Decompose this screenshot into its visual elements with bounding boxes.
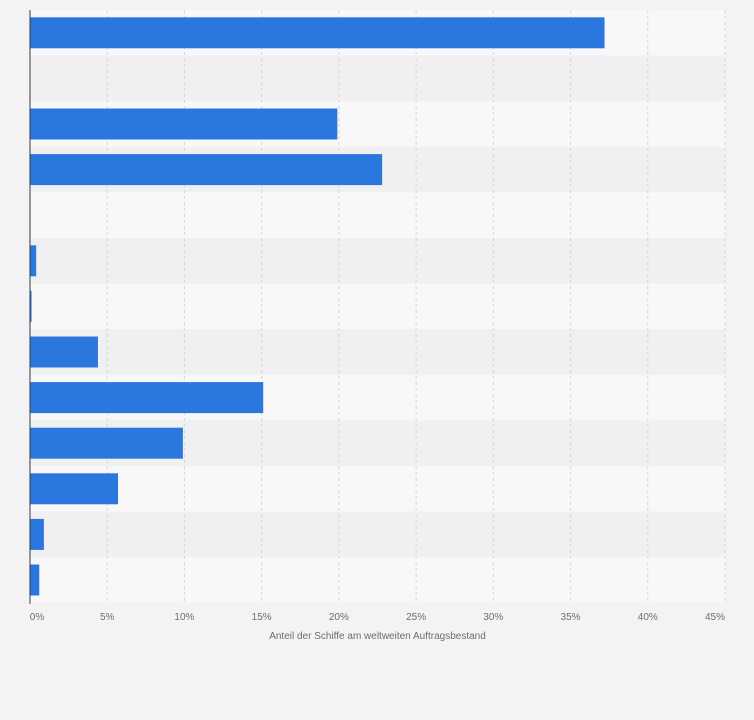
bar [30, 245, 37, 277]
bar [30, 518, 44, 550]
x-tick-label: 30% [483, 612, 503, 623]
row-band [30, 466, 725, 512]
bar [30, 108, 338, 140]
bar [30, 17, 605, 49]
row-band [30, 511, 725, 558]
row-band [30, 55, 725, 102]
x-axis-title: Anteil der Schiffe am weltweiten Auftrag… [269, 631, 486, 642]
bar [30, 290, 32, 322]
bar [30, 154, 383, 186]
row-band [30, 329, 725, 375]
x-tick-label: 35% [561, 612, 581, 623]
x-tick-labels: 0% 5% 10% 15% 20% 25% 30% 35% 40% 45% [30, 612, 725, 623]
x-tick-label: 10% [174, 612, 194, 623]
row-band [30, 192, 725, 238]
bar [30, 336, 98, 368]
x-tick-label: 5% [100, 612, 115, 623]
x-tick-label: 25% [406, 612, 426, 623]
bar [30, 427, 183, 459]
row-band [30, 238, 725, 284]
bar [30, 564, 40, 596]
bar [30, 473, 119, 505]
x-tick-label: 15% [252, 612, 272, 623]
gridlines [106, 10, 726, 603]
row-bands [30, 10, 725, 603]
x-tick-label: 40% [638, 612, 658, 623]
bar [30, 382, 264, 414]
x-tick-label: 0% [30, 612, 45, 623]
x-tick-label: 20% [329, 612, 349, 623]
row-band [30, 283, 725, 330]
bars [30, 17, 605, 596]
row-band [30, 557, 725, 603]
x-tick-label: 45% [705, 612, 725, 623]
